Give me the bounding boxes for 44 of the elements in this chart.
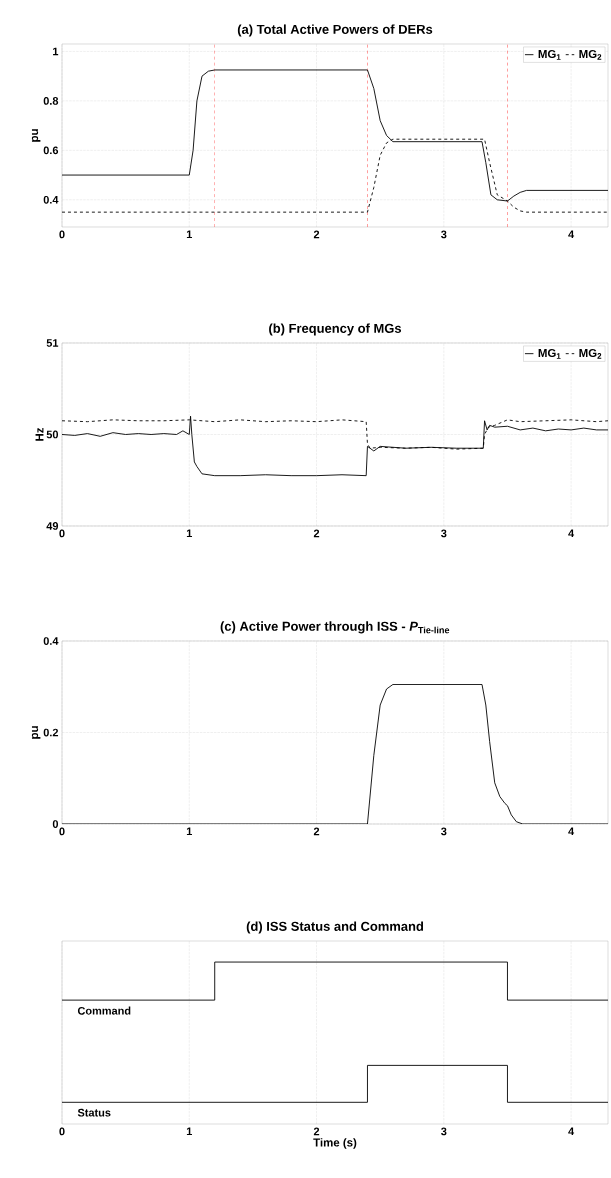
y-axis-title: pu: [31, 726, 41, 739]
y-tick-label: 50: [46, 430, 59, 439]
x-tick-label: 1: [186, 230, 193, 239]
legend-label: MG$_{1}$: [538, 49, 561, 60]
chart-title: (b) Frequency of MGs: [269, 323, 402, 336]
series-label: Command: [77, 1006, 131, 1015]
y-tick-label: 0.4: [43, 637, 59, 645]
series-label: Status: [77, 1108, 111, 1117]
x-tick-label: 0: [59, 1127, 65, 1136]
chart-title: (a) Total Active Powers of DERs: [237, 24, 433, 37]
y-tick-label: 0.4: [43, 195, 59, 204]
y-axis-title: pu: [31, 129, 41, 142]
x-tick-label: 1: [186, 1127, 193, 1136]
y-tick-label: 1: [53, 47, 59, 56]
y-tick-label: 0.2: [43, 728, 59, 737]
y-tick-label: 49: [46, 522, 59, 530]
x-tick-label: 2: [313, 529, 320, 538]
x-tick-label: 2: [313, 230, 320, 239]
x-axis-title: Time (s): [313, 1138, 357, 1149]
x-tick-label: 1: [186, 827, 193, 836]
x-tick-label: 4: [568, 529, 575, 538]
x-tick-label: 0: [59, 230, 65, 239]
x-tick-label: 3: [441, 230, 447, 239]
x-tick-label: 3: [441, 1127, 447, 1136]
x-tick-label: 1: [186, 529, 193, 538]
chart-title: (d) ISS Status and Command: [246, 921, 424, 934]
x-tick-label: 4: [568, 1127, 575, 1136]
x-tick-label: 0: [59, 529, 65, 538]
x-tick-label: 3: [441, 827, 447, 836]
y-tick-label: 0.6: [43, 146, 59, 155]
y-tick-label: 51: [46, 339, 59, 347]
x-tick-label: 2: [313, 827, 320, 836]
legend-label: MG$_{2}$: [579, 348, 602, 359]
x-tick-label: 4: [568, 230, 575, 239]
chart-title: (c) Active Power through ISS - P$_{Tie-line}$: [220, 621, 450, 634]
legend-label: MG$_{1}$: [538, 348, 561, 359]
x-tick-label: 3: [441, 529, 447, 538]
y-tick-label: 0.8: [43, 97, 59, 105]
x-tick-label: 4: [568, 827, 575, 836]
x-tick-label: 0: [59, 827, 65, 836]
x-tick-label: 2: [313, 1127, 320, 1136]
y-tick-label: 0: [52, 820, 59, 828]
legend-label: MG$_{2}$: [579, 49, 602, 60]
y-axis-title: Hz: [35, 427, 44, 441]
